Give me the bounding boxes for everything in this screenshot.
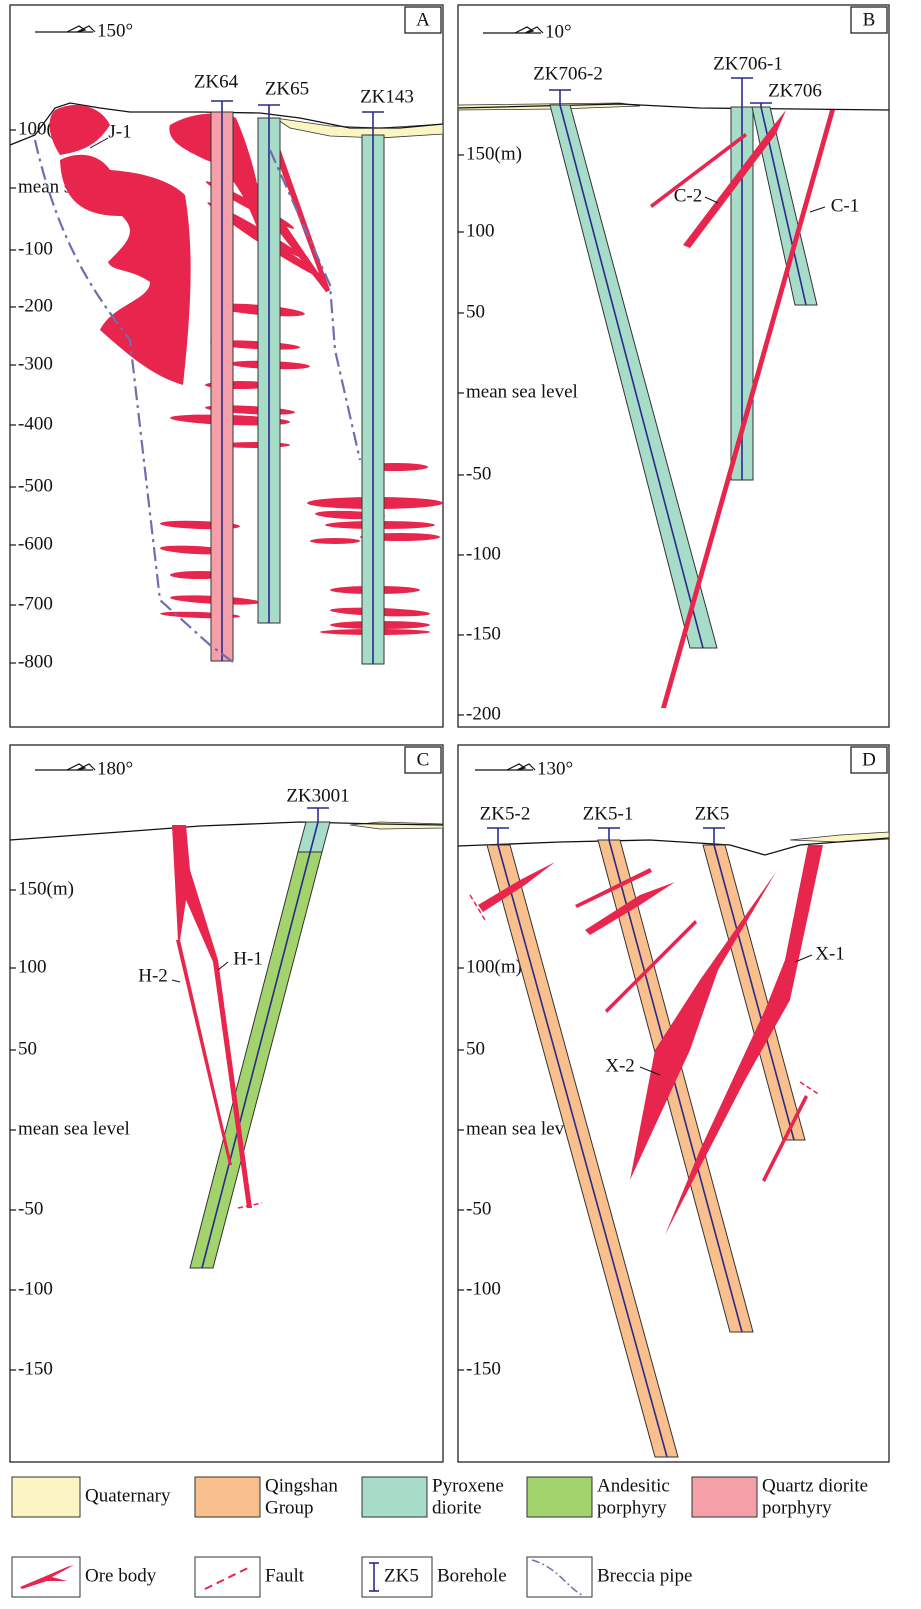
legend-borehole-code: ZK5	[384, 1565, 419, 1586]
ore-body-label: H-1	[233, 948, 263, 969]
elevation-label: -800	[18, 651, 53, 672]
legend-swatch	[527, 1477, 592, 1517]
panel-letter: C	[417, 749, 430, 770]
legend-label: porphyry	[597, 1497, 667, 1518]
elevation-label: mean sea level	[466, 1118, 578, 1139]
leader	[218, 962, 228, 970]
borehole-label: ZK706-1	[713, 53, 783, 74]
ore-body-label: X-2	[605, 1055, 635, 1076]
legend-label: Andesitic	[597, 1475, 670, 1496]
borehole-label: ZK5	[695, 803, 730, 824]
leader	[810, 207, 825, 212]
elevation-label: mean sea level	[466, 381, 578, 402]
azimuth: 130°	[537, 758, 573, 779]
elevation-label: -700	[18, 593, 53, 614]
figure: A 150° 100(m) mean sea level -100 -200 -300 -40…	[0, 0, 921, 1609]
azimuth-symbol	[507, 764, 535, 770]
ore-body-label: H-2	[138, 965, 168, 986]
azimuth-symbol	[67, 26, 95, 32]
panel-frame	[458, 5, 889, 727]
borehole-label: ZK64	[194, 71, 239, 92]
elevation-label: -400	[18, 413, 53, 434]
legend-label: Borehole	[437, 1565, 507, 1586]
panel-frame	[10, 745, 443, 1462]
legend-swatch	[12, 1477, 80, 1517]
ore-body-label: C-1	[831, 195, 860, 216]
legend-label: diorite	[432, 1497, 482, 1518]
elevation-label: 50	[18, 1038, 37, 1059]
fault	[800, 1082, 820, 1095]
legend-swatch	[195, 1557, 260, 1597]
azimuth-symbol	[515, 27, 543, 33]
borehole-label: ZK3001	[286, 785, 349, 806]
elevation-label: -100	[18, 238, 53, 259]
borehole-label: ZK5-1	[583, 803, 634, 824]
elevation-label: -50	[466, 1198, 491, 1219]
legend-label: Group	[265, 1497, 314, 1518]
ore-body-label: X-1	[815, 943, 845, 964]
quaternary	[790, 832, 889, 842]
elevation-label: 150(m)	[18, 878, 74, 899]
borehole-label: ZK706-2	[533, 63, 603, 84]
elevation-label: 150(m)	[466, 143, 522, 164]
ore-body-label: J-1	[108, 121, 131, 142]
elevation-label: -200	[466, 703, 501, 724]
borehole-label: ZK5-2	[480, 803, 531, 824]
elevation-label: -600	[18, 533, 53, 554]
ore-body	[176, 940, 232, 1165]
ore-body	[172, 825, 252, 1208]
legend-label: porphyry	[762, 1497, 832, 1518]
legend-label: Breccia pipe	[597, 1565, 692, 1586]
azimuth: 180°	[97, 758, 133, 779]
borehole-label: ZK143	[360, 86, 414, 107]
ore-lens	[310, 538, 360, 544]
ore-body-label: C-2	[674, 185, 703, 206]
ore-body	[50, 105, 110, 155]
elevation-label: -100	[18, 1278, 53, 1299]
legend-swatch	[692, 1477, 757, 1517]
panel-letter: D	[862, 749, 876, 770]
azimuth: 150°	[97, 20, 133, 41]
legend-swatch	[195, 1477, 260, 1517]
elevation-label: 100(m)	[466, 956, 522, 977]
elevation-label: 50	[466, 1038, 485, 1059]
panel-letter: B	[863, 9, 876, 30]
elevation-label: -150	[466, 1358, 501, 1379]
elevation-label: 50	[466, 301, 485, 322]
borehole-label: ZK65	[265, 78, 309, 99]
legend-label: Pyroxene	[432, 1475, 504, 1496]
elevation-label: -150	[18, 1358, 53, 1379]
legend-label: Qingshan	[265, 1475, 338, 1496]
elevation-label: -100	[466, 1278, 501, 1299]
elevation-label: -50	[466, 463, 491, 484]
legend-label: Ore body	[85, 1565, 157, 1586]
legend-label: Quaternary	[85, 1485, 171, 1506]
borehole-label: ZK706	[768, 80, 822, 101]
borehole-axis	[202, 822, 318, 1268]
elevation-label: mean sea level	[18, 1118, 130, 1139]
azimuth: 10°	[545, 21, 572, 42]
leader	[172, 980, 180, 982]
azimuth-symbol	[67, 764, 95, 770]
elevation-label: -200	[18, 295, 53, 316]
elevation-label: -50	[18, 1198, 43, 1219]
legend-label: Fault	[265, 1565, 305, 1586]
elevation-label: -150	[466, 623, 501, 644]
legend-label: Quartz diorite	[762, 1475, 868, 1496]
elevation-label: -100	[466, 543, 501, 564]
legend-swatch	[362, 1477, 427, 1517]
elevation-label: 100	[18, 956, 47, 977]
elevation-label: -300	[18, 353, 53, 374]
elevation-label: -500	[18, 475, 53, 496]
ore-body	[60, 155, 191, 385]
panel-letter: A	[416, 9, 430, 30]
elevation-label: 100	[466, 220, 495, 241]
leader	[705, 197, 718, 203]
